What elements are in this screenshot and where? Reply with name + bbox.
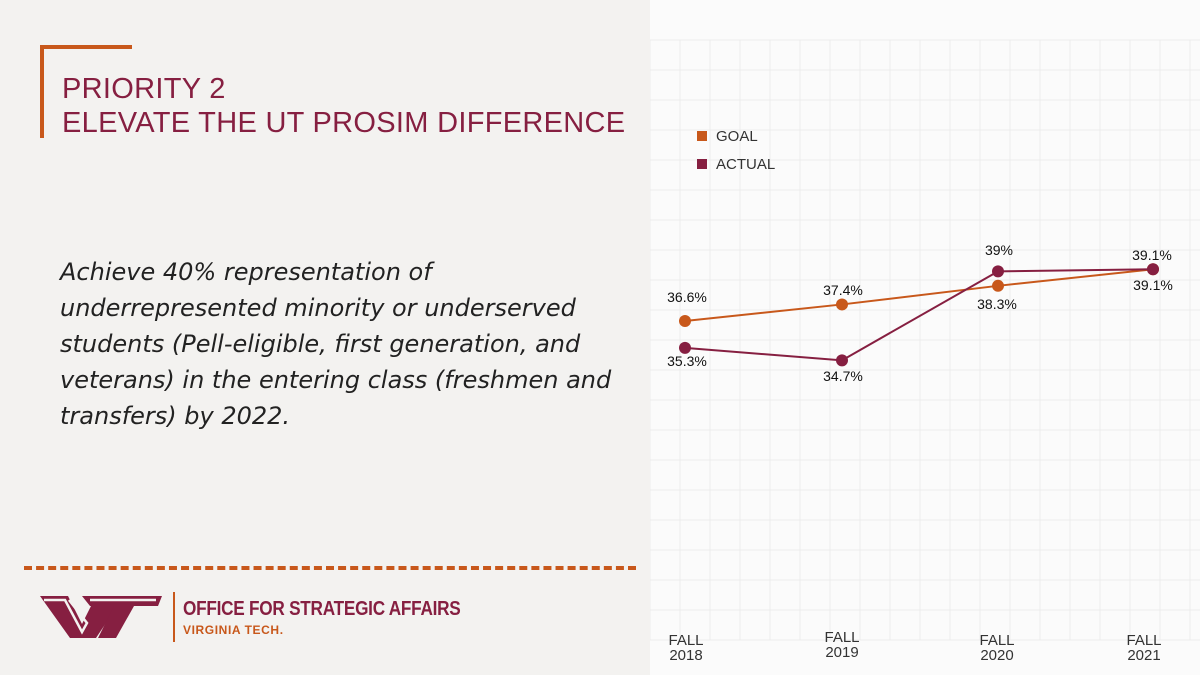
legend-item-goal: GOAL [697,122,775,150]
actual-data-label: 35.3% [667,353,707,369]
actual-data-label: 34.7% [823,368,863,384]
title-bracket-left [40,45,44,138]
x-tick-label: FALL 2018 [656,633,716,663]
line-chart [650,39,1200,641]
actual-data-label: 39.1% [1132,247,1172,263]
actual-data-point [992,265,1004,278]
title-line-2: ELEVATE THE UT PROSIM DIFFERENCE [62,107,626,139]
chart-legend: GOAL ACTUAL [697,122,775,178]
actual-data-point [1147,263,1159,276]
goal-data-label: 38.3% [977,296,1017,312]
x-tick-line-2: 2018 [669,647,703,664]
goal-data-label: 37.4% [823,282,863,298]
goal-data-point [679,315,691,327]
university-name: VIRGINIA TECH. [183,623,284,637]
x-tick-line-1: FALL [1126,632,1162,649]
office-name: OFFICE FOR STRATEGIC AFFAIRS [183,598,461,620]
legend-item-actual: ACTUAL [697,150,775,178]
goal-series-line [684,268,1154,322]
footer-divider [24,566,636,570]
goal-data-point [992,279,1004,292]
goal-data-point [836,298,848,311]
legend-swatch-actual [697,159,707,169]
title-bracket-top [40,45,132,49]
goal-data-label: 39.1% [1133,277,1173,293]
x-tick-label: FALL 2021 [1114,633,1174,663]
actual-data-point [836,354,848,367]
title-line-1: PRIORITY 2 [62,73,226,105]
actual-data-point [679,341,691,354]
legend-swatch-goal [697,131,707,141]
x-tick-line-2: 2021 [1127,647,1161,664]
goal-data-label: 36.6% [667,289,707,305]
x-tick-line-1: FALL [979,632,1015,649]
slide-title: PRIORITY 2 ELEVATE THE UT PROSIM DIFFERE… [62,72,625,140]
chart-panel [650,0,1200,675]
x-tick-line-2: 2019 [825,644,859,661]
vt-logo [40,596,162,638]
x-tick-line-1: FALL [824,629,860,646]
actual-series-line [684,268,1154,362]
x-tick-line-2: 2020 [980,647,1014,664]
logo-divider [173,592,175,642]
x-tick-line-1: FALL [668,632,704,649]
goal-description: Achieve 40% representation of underrepre… [60,258,612,430]
legend-label-actual: ACTUAL [716,155,776,173]
x-tick-label: FALL 2020 [967,633,1027,663]
actual-data-label: 39% [984,242,1014,258]
legend-label-goal: GOAL [716,127,758,145]
x-tick-label: FALL 2019 [812,630,872,660]
